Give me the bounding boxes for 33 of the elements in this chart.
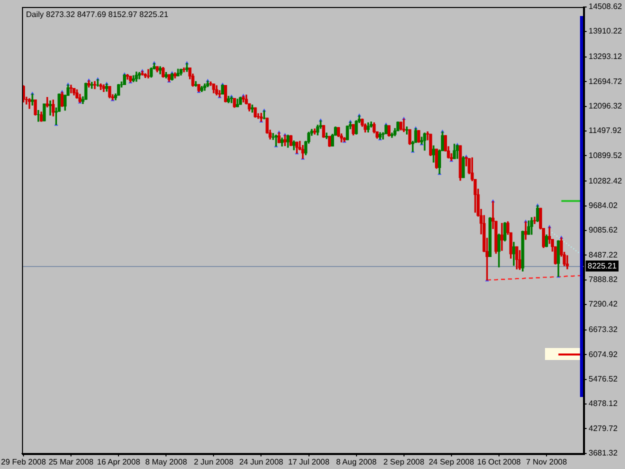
y-tick-label: 13293.12 — [588, 52, 623, 62]
x-tick-label: 29 Feb 2008 — [1, 457, 46, 466]
x-tick-label: 24 Jun 2008 — [239, 457, 284, 466]
y-tick-label: 8487.22 — [588, 250, 618, 260]
y-tick-label: 4878.12 — [588, 399, 618, 408]
x-tick-label: 16 Apr 2008 — [96, 457, 141, 466]
y-tick-label: 5476.52 — [588, 374, 618, 384]
x-tick-label: 7 Nov 2008 — [526, 457, 568, 466]
y-tick-label: 9684.02 — [588, 201, 618, 210]
y-tick-label: 10899.52 — [588, 150, 623, 160]
x-tick-label: 25 Mar 2008 — [48, 457, 94, 466]
x-tick-label: 2 Sep 2008 — [383, 457, 425, 466]
y-tick-label: 4279.72 — [588, 424, 618, 433]
y-tick-label: 6074.92 — [588, 350, 618, 359]
y-tick-label: 14508.62 — [588, 2, 623, 12]
x-tick-label: 8 Aug 2008 — [336, 457, 378, 466]
y-tick-label: 13910.22 — [588, 26, 623, 36]
chart-title: Daily 8273.32 8477.69 8152.97 8225.21 — [26, 10, 169, 20]
y-tick-label: 7888.82 — [588, 275, 618, 284]
x-tick-label: 2 Jun 2008 — [194, 457, 234, 466]
x-tick-label: 17 Jul 2008 — [288, 457, 330, 466]
y-tick-label: 12096.32 — [588, 102, 623, 111]
x-tick-label: 24 Sep 2008 — [428, 457, 475, 466]
y-tick-label: 11497.92 — [588, 126, 622, 136]
y-tick-label: 10282.42 — [588, 176, 623, 186]
x-tick-label: 8 May 2008 — [145, 457, 188, 466]
x-tick-label: 16 Oct 2008 — [477, 457, 522, 466]
y-tick-label: 3681.32 — [588, 448, 618, 458]
y-tick-label: 12694.72 — [588, 76, 623, 86]
y-tick-label: 7290.42 — [588, 300, 618, 309]
y-tick-label: 9085.62 — [588, 226, 618, 235]
ref-line-label: 8225.21 — [588, 262, 618, 271]
y-tick-label: 6673.32 — [588, 325, 618, 334]
